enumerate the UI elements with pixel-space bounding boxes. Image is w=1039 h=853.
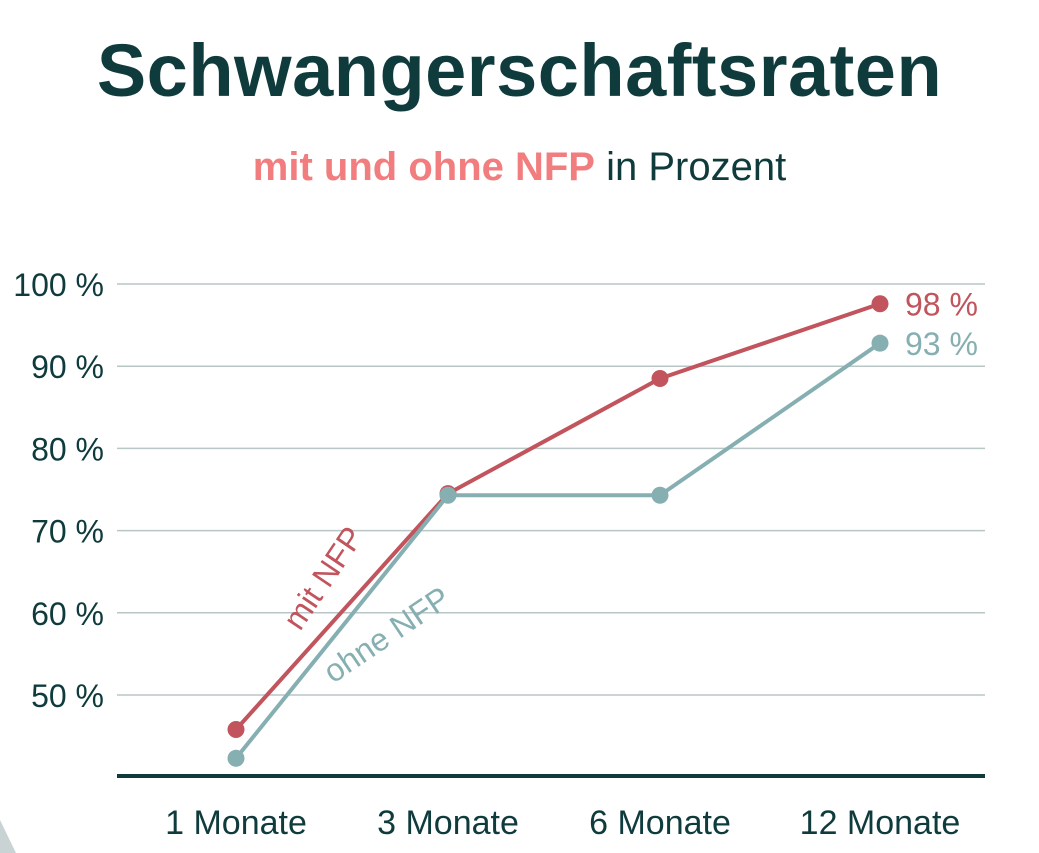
series-layer [227,295,889,767]
data-point [651,486,669,504]
end-value-label: 98 % [905,287,978,323]
data-point [651,370,669,388]
y-tick-label: 50 % [31,678,104,714]
x-tick-label: 3 Monate [377,804,519,842]
grid-layer [117,283,985,696]
x-tick-label: 6 Monate [589,804,731,842]
x-axis-tick-labels: 1 Monate 3 Monate 6 Monate 12 Monate [165,804,960,842]
end-value-label: 93 % [905,326,978,362]
y-tick-label: 100 % [13,267,104,303]
y-tick-label: 80 % [31,431,104,467]
x-tick-label: 12 Monate [800,804,961,842]
data-point [227,721,245,739]
data-point [227,749,245,767]
data-point [871,295,889,313]
chart-subtitle: mit und ohne NFP in Prozent [0,143,1039,191]
series-name-label: mit NFP [276,520,370,636]
subtitle-rest: in Prozent [594,145,787,189]
y-tick-label: 60 % [31,596,104,632]
chart-title: Schwangerschaftsraten [96,29,943,112]
data-point [439,486,457,504]
y-tick-label: 90 % [31,349,104,385]
series-line-mit-nfp [234,301,882,732]
data-point [871,334,889,352]
x-tick-label: 1 Monate [165,804,307,842]
subtitle-highlight: mit und ohne NFP [252,145,595,189]
corner-decoration [0,820,16,853]
y-tick-label: 70 % [31,514,104,550]
y-axis-tick-labels: 100 % 90 % 80 % 70 % 60 % 50 % [13,267,104,714]
series-line-ohne-nfp [234,341,882,761]
